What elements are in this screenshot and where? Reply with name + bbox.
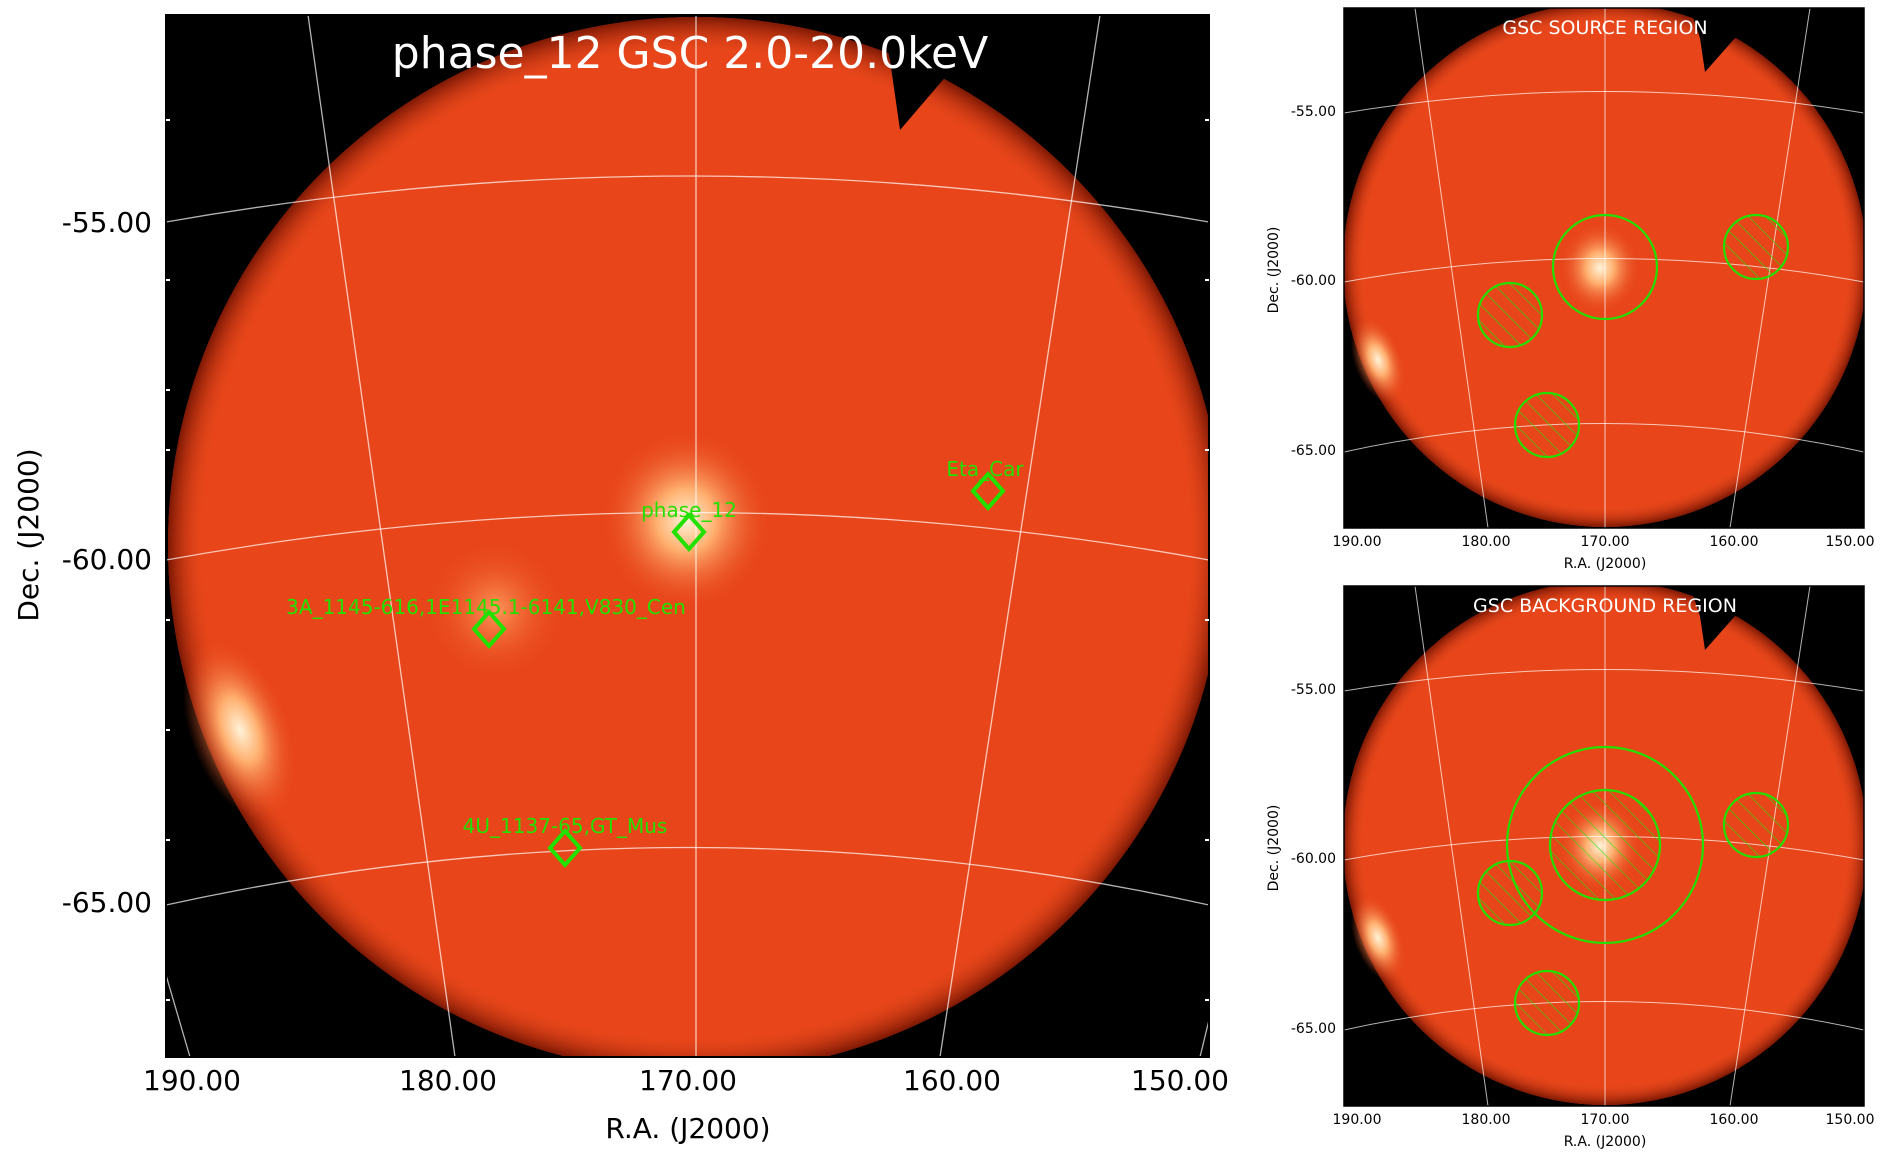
xtick-label: 190.00 <box>1333 534 1382 550</box>
ytick-label: -65.00 <box>1291 1021 1336 1037</box>
ytick-label: -65.00 <box>1291 443 1336 459</box>
excluded-region <box>1513 969 1581 1037</box>
fov-notch <box>880 15 1060 130</box>
background-region-panel: GSC BACKGROUND REGION -55.00 -60.00 -65.… <box>1260 578 1889 1156</box>
v830cen-glow <box>425 540 565 680</box>
label-phase12: phase_12 <box>641 498 737 522</box>
minor-ticks <box>166 119 1209 1001</box>
excluded-region <box>1476 859 1544 927</box>
excluded-source-region <box>1548 788 1662 902</box>
main-title: phase_12 GSC 2.0-20.0keV <box>392 28 988 79</box>
source-region-circle <box>1551 213 1659 321</box>
x-axis-label: R.A. (J2000) <box>605 1112 770 1145</box>
xtick-label: 150.00 <box>1131 1064 1229 1097</box>
xtick-label: 190.00 <box>143 1064 241 1097</box>
xtick-label: 160.00 <box>903 1064 1001 1097</box>
background-annulus-outer <box>1505 745 1705 945</box>
y-axis-label: Dec. (J2000) <box>1266 227 1282 314</box>
label-eta-car: Eta_Car <box>946 457 1024 481</box>
ytick-label: -55.00 <box>1291 682 1336 698</box>
marker-v830cen <box>471 608 507 650</box>
y-axis-label: Dec. (J2000) <box>12 448 45 621</box>
xtick-label: 190.00 <box>1333 1112 1382 1128</box>
excluded-region <box>1476 281 1544 349</box>
excluded-region <box>1722 213 1790 281</box>
xtick-label: 170.00 <box>1581 1112 1630 1128</box>
main-image-panel: phase_12 GSC 2.0-20.0keV Eta_Car phase_1… <box>12 14 1229 1145</box>
source-region-map: GSC SOURCE REGION -55.00 -60.00 -65.00 1… <box>1266 7 1875 572</box>
background-region-map: GSC BACKGROUND REGION -55.00 -60.00 -65.… <box>1266 585 1875 1150</box>
xtick-label: 150.00 <box>1826 1112 1875 1128</box>
ytick-label: -60.00 <box>62 543 152 576</box>
image-frame <box>165 14 1210 1058</box>
ytick-label: -60.00 <box>1291 273 1336 289</box>
ytick-label: -65.00 <box>62 886 152 919</box>
xtick-label: 170.00 <box>1581 534 1630 550</box>
x-axis-label: R.A. (J2000) <box>1564 556 1647 572</box>
xtick-label: 160.00 <box>1710 534 1759 550</box>
y-axis-label: Dec. (J2000) <box>1266 805 1282 892</box>
marker-eta-car <box>970 470 1006 512</box>
label-v830cen: 3A_1145-616,1E1145.1-6141,V830_Cen <box>286 595 686 619</box>
ytick-label: -55.00 <box>62 206 152 239</box>
xtick-label: 150.00 <box>1826 534 1875 550</box>
xtick-label: 170.00 <box>639 1064 737 1097</box>
marker-gt-mus <box>547 827 583 869</box>
excluded-region <box>1513 391 1581 459</box>
xtick-label: 180.00 <box>399 1064 497 1097</box>
panel-title: GSC BACKGROUND REGION <box>1473 595 1737 617</box>
panel-title: GSC SOURCE REGION <box>1502 17 1707 39</box>
label-gt-mus: 4U_1137-65,GT_Mus <box>463 814 668 838</box>
xtick-label: 180.00 <box>1462 534 1511 550</box>
ytick-label: -60.00 <box>1291 851 1336 867</box>
xtick-label: 160.00 <box>1710 1112 1759 1128</box>
x-axis-label: R.A. (J2000) <box>1564 1134 1647 1150</box>
source-markers <box>471 470 1006 869</box>
source-region-panel: GSC SOURCE REGION -55.00 -60.00 -65.00 1… <box>1260 0 1889 578</box>
ytick-label: -55.00 <box>1291 104 1336 120</box>
excluded-region <box>1722 791 1790 859</box>
xtick-label: 180.00 <box>1462 1112 1511 1128</box>
main-sky-map: phase_12 GSC 2.0-20.0keV Eta_Car phase_1… <box>12 14 1229 1145</box>
edge-source-glow <box>182 639 298 821</box>
marker-phase12 <box>671 511 707 553</box>
